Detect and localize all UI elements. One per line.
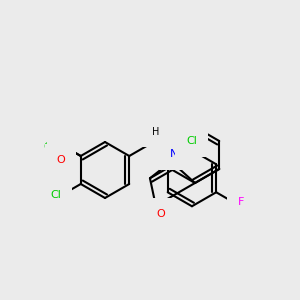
Text: N: N: [170, 149, 178, 159]
Text: F: F: [238, 197, 244, 207]
Text: Cl: Cl: [43, 142, 54, 152]
Text: H: H: [57, 146, 64, 156]
Text: O: O: [156, 209, 165, 219]
Text: Cl: Cl: [187, 136, 197, 146]
Text: H: H: [152, 127, 159, 137]
Text: O: O: [56, 155, 65, 165]
Text: Cl: Cl: [50, 190, 61, 200]
Text: N: N: [176, 143, 184, 153]
